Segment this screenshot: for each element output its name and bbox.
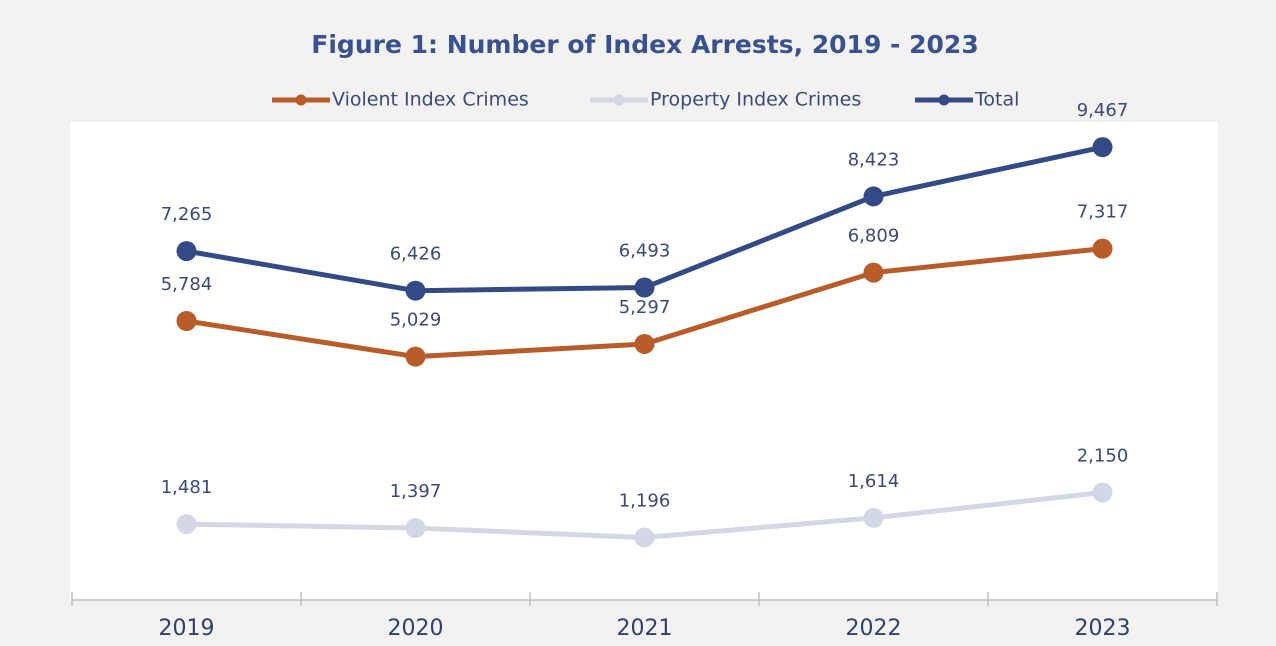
data-label: 6,809 xyxy=(848,226,900,247)
data-label: 9,467 xyxy=(1077,100,1129,121)
chart-title: Figure 1: Number of Index Arrests, 2019 … xyxy=(311,30,978,59)
x-tick-label: 2022 xyxy=(846,616,902,641)
legend-label: Total xyxy=(974,89,1019,111)
data-point xyxy=(176,241,197,262)
x-tick-label: 2023 xyxy=(1075,616,1131,641)
data-point xyxy=(634,277,655,298)
data-point xyxy=(863,186,884,207)
data-point xyxy=(176,514,197,535)
data-point xyxy=(634,527,655,548)
x-tick-label: 2019 xyxy=(159,616,215,641)
data-point xyxy=(1092,137,1113,158)
legend-marker xyxy=(613,94,625,106)
data-point xyxy=(1092,482,1113,503)
data-point xyxy=(863,507,884,528)
x-tick-label: 2020 xyxy=(388,616,444,641)
data-point xyxy=(405,346,426,367)
legend-marker xyxy=(295,94,307,106)
data-point xyxy=(863,262,884,283)
data-point xyxy=(176,310,197,331)
x-tick-label: 2021 xyxy=(617,616,673,641)
data-label: 6,493 xyxy=(619,241,671,262)
data-label: 1,397 xyxy=(390,481,442,502)
data-label: 7,317 xyxy=(1077,202,1129,223)
data-label: 1,196 xyxy=(619,491,671,512)
data-point xyxy=(405,280,426,301)
data-label: 2,150 xyxy=(1077,446,1129,467)
data-label: 7,265 xyxy=(161,204,213,225)
data-label: 8,423 xyxy=(848,149,900,170)
legend-label: Violent Index Crimes xyxy=(332,89,529,111)
data-label: 1,614 xyxy=(848,471,900,492)
plot-area xyxy=(70,122,1218,600)
data-point xyxy=(405,518,426,539)
data-label: 1,481 xyxy=(161,477,213,498)
data-label: 6,426 xyxy=(390,244,442,265)
data-point xyxy=(1092,238,1113,259)
data-point xyxy=(634,333,655,354)
data-label: 5,297 xyxy=(619,297,671,318)
legend-label: Property Index Crimes xyxy=(650,89,861,111)
data-label: 5,784 xyxy=(161,274,213,295)
legend-marker xyxy=(938,94,950,106)
data-label: 5,029 xyxy=(390,310,442,331)
